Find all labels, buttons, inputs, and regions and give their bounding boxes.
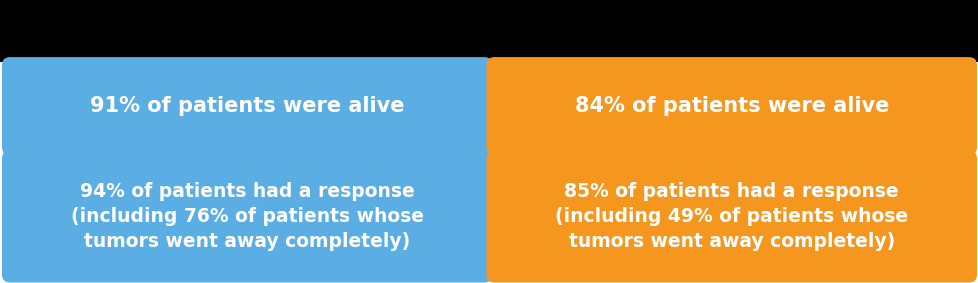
Text: 94% of patients had a response
(including 76% of patients whose
tumors went away: 94% of patients had a response (includin…: [70, 182, 423, 251]
FancyBboxPatch shape: [486, 151, 976, 282]
FancyBboxPatch shape: [486, 57, 976, 155]
Text: 84% of patients were alive: 84% of patients were alive: [574, 96, 888, 116]
Text: 85% of patients had a response
(including 49% of patients whose
tumors went away: 85% of patients had a response (includin…: [555, 182, 908, 251]
FancyBboxPatch shape: [2, 57, 492, 155]
Bar: [0, 62, 978, 283]
FancyBboxPatch shape: [2, 151, 492, 282]
Text: 91% of patients were alive: 91% of patients were alive: [90, 96, 404, 116]
